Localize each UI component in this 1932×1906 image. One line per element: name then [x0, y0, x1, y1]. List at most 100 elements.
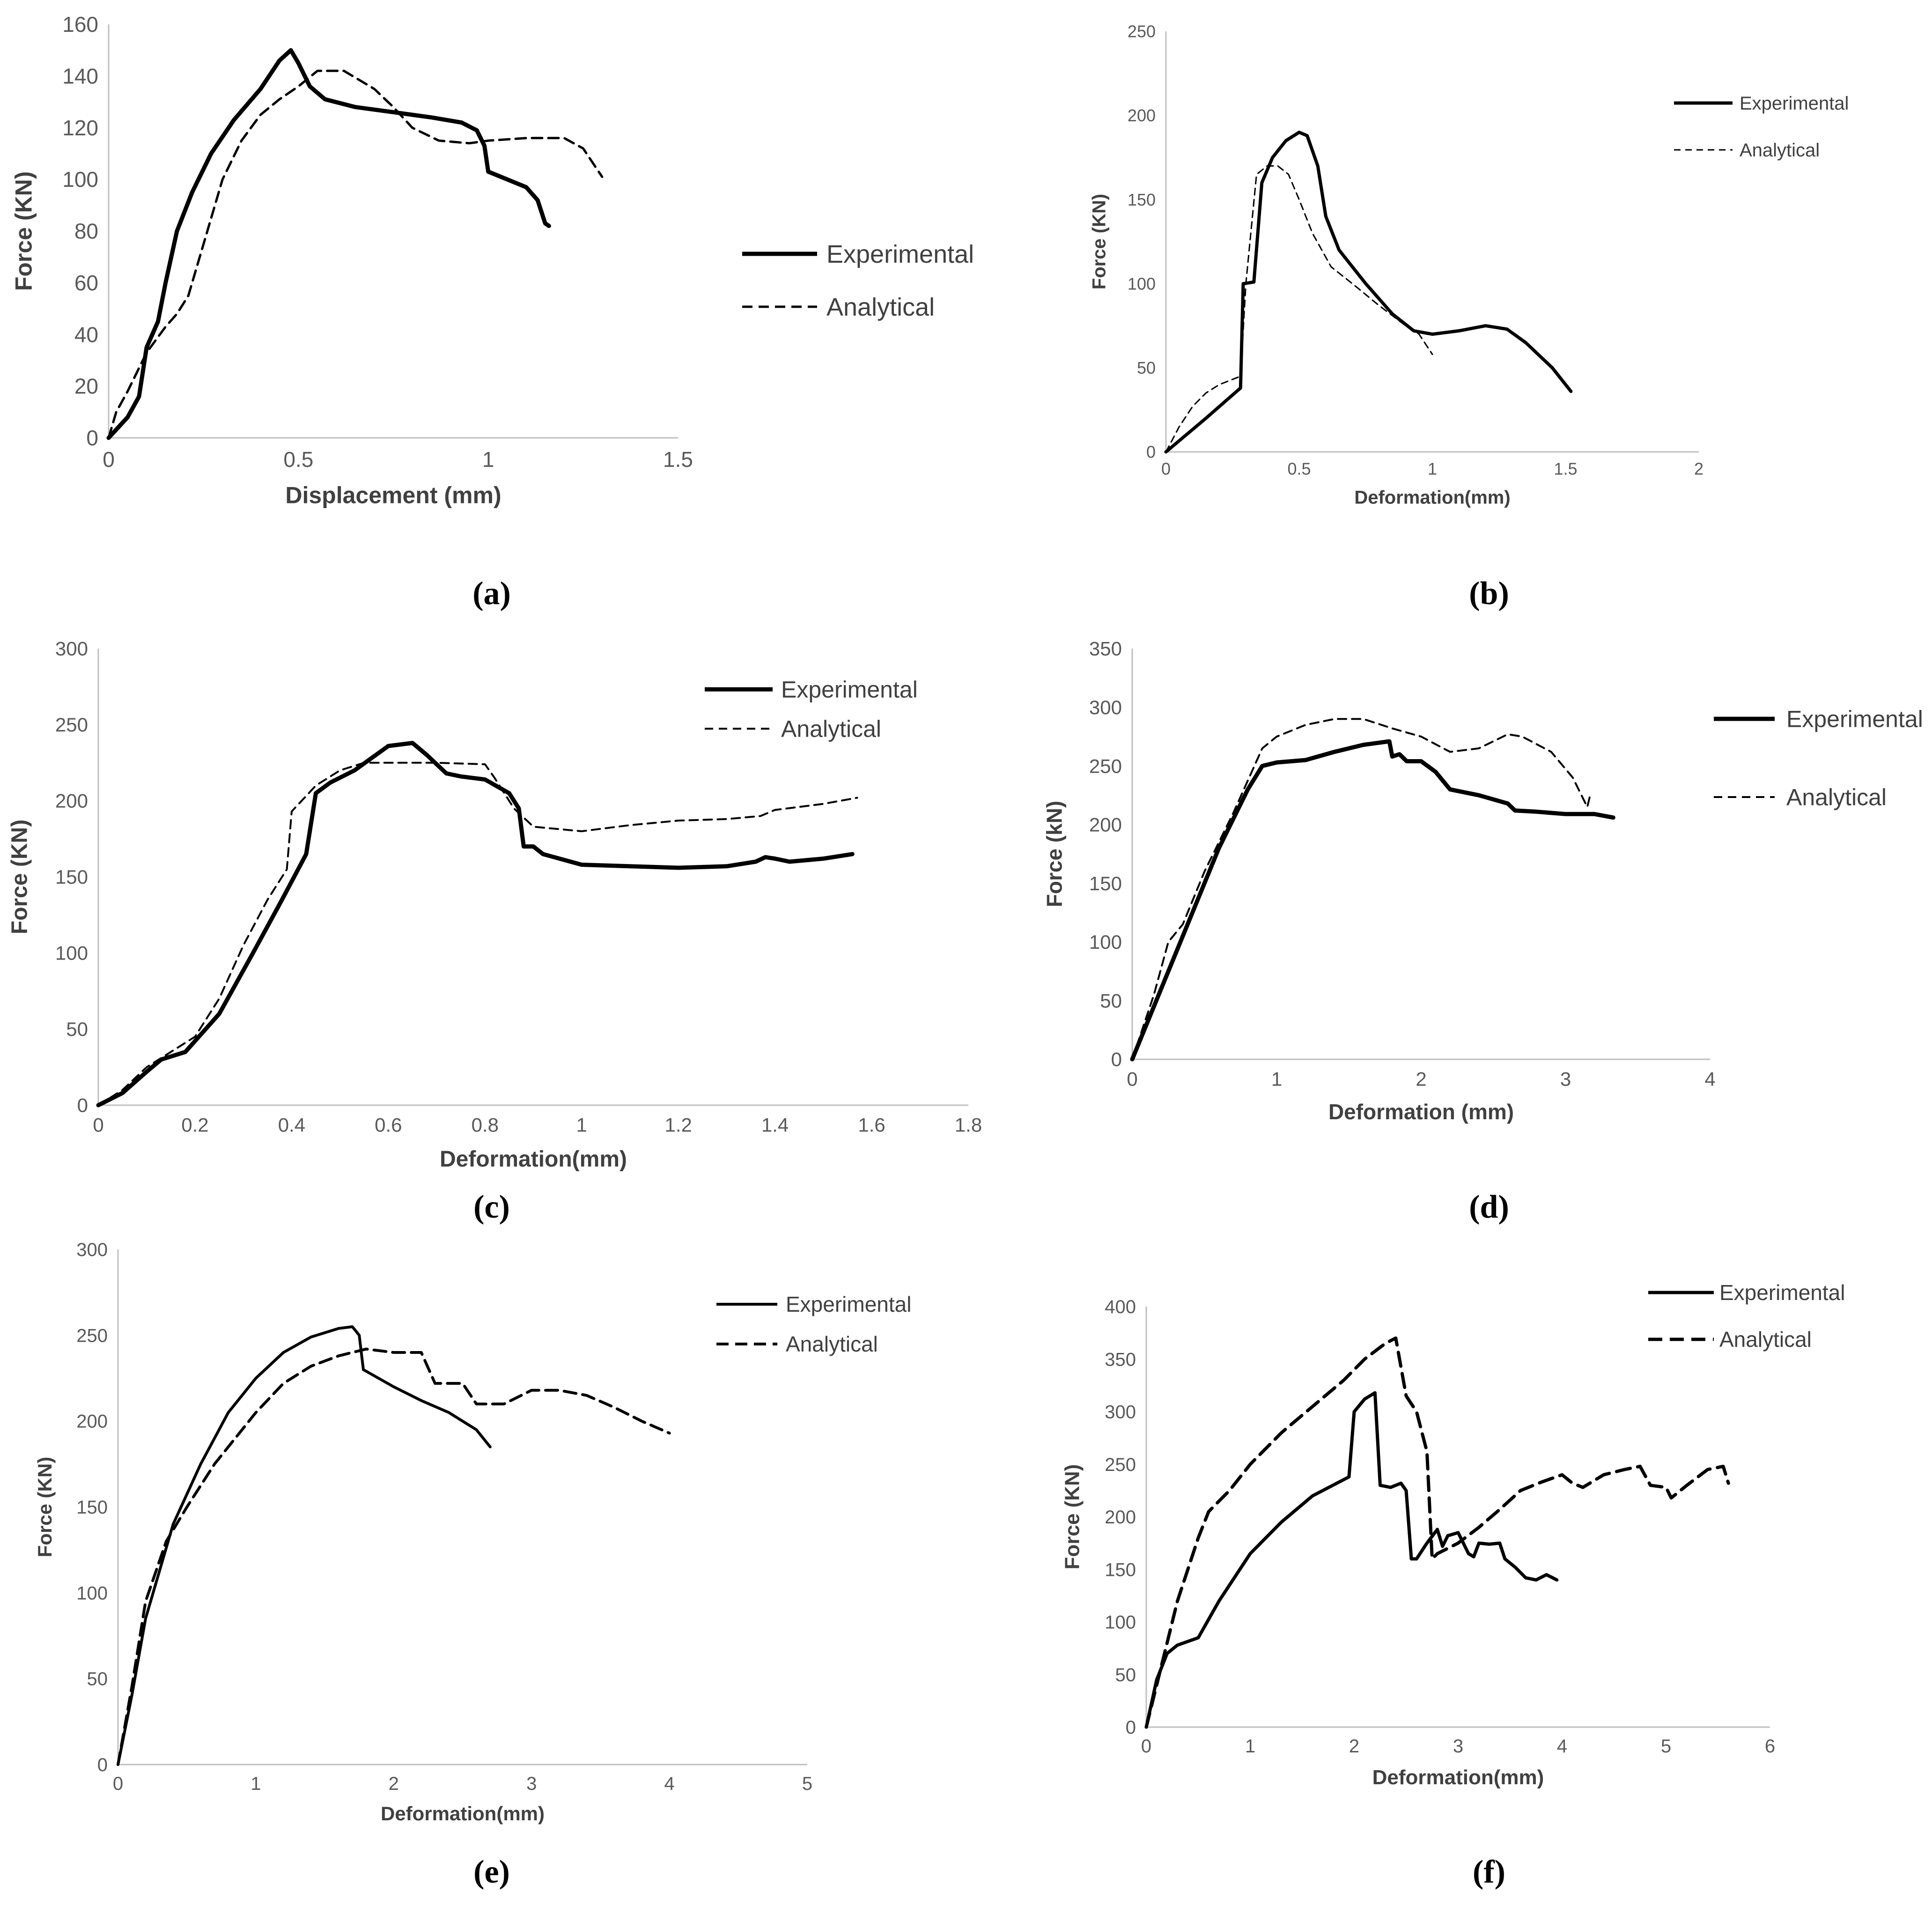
- chart-panels: 0 0.5 1 1.5020406080100120140160Displacemen…: [7, 12, 1923, 1890]
- experimental-series-line: [96, 741, 855, 1108]
- y-tick-label: 350: [1105, 1349, 1136, 1370]
- x-tick-label: 4: [1704, 1068, 1715, 1090]
- y-tick-label: 250: [1105, 1455, 1136, 1475]
- y-tick-label: 150: [76, 1497, 108, 1518]
- x-tick-label: 4: [1557, 1736, 1567, 1757]
- x-tick-label: 0: [103, 447, 115, 472]
- legend-label: Experimental: [786, 1292, 911, 1316]
- panel-label: (e): [473, 1854, 510, 1890]
- y-tick-label: 100: [76, 1583, 108, 1603]
- y-tick-label: 300: [1105, 1402, 1136, 1423]
- panel-label: (b): [1469, 576, 1509, 612]
- y-tick-label: 300: [1089, 696, 1122, 718]
- y-tick-label: 0: [1126, 1717, 1136, 1738]
- chart-panel-6: 0 1 2 3 4 5 6 0 50 100 150 200 250 300 350 400 Deformati…: [1061, 1280, 1845, 1890]
- x-tick-label: 2: [1416, 1068, 1426, 1090]
- x-axis-title: Deformation(mm): [381, 1803, 545, 1825]
- y-tick-label: 20: [74, 374, 98, 399]
- x-tick-label: 1: [1271, 1068, 1282, 1090]
- y-tick-label: 200: [55, 790, 88, 812]
- x-tick-label: 0.6: [375, 1114, 402, 1136]
- x-axis-title: Deformation(mm): [440, 1147, 627, 1172]
- y-axis-title: Force (KN): [10, 171, 37, 291]
- panel-label: (c): [473, 1189, 510, 1225]
- x-axis-title: Deformation(mm): [1372, 1766, 1544, 1789]
- x-tick-label: 0.5: [1287, 459, 1311, 479]
- chart-panel-4: 0 1 2 3 4 0 50 100 150 200 250 300 350 Deformation (m…: [1042, 638, 1923, 1225]
- y-tick-label: 0: [1111, 1049, 1122, 1071]
- legend-label: Analytical: [786, 1332, 878, 1356]
- y-tick-label: 250: [55, 714, 88, 736]
- panel-label: (d): [1469, 1189, 1509, 1225]
- y-tick-label: 0: [77, 1094, 88, 1116]
- y-axis-title: Force (kN): [1042, 801, 1066, 907]
- y-tick-label: 150: [55, 866, 88, 888]
- y-tick-label: 200: [1089, 814, 1122, 836]
- analytical-series-line: [107, 69, 604, 439]
- y-tick-label: 50: [1100, 990, 1122, 1012]
- x-tick-label: 3: [526, 1773, 537, 1794]
- y-tick-label: 150: [1105, 1559, 1136, 1580]
- y-tick-label: 300: [76, 1240, 108, 1260]
- y-axis-title: Force (KN): [34, 1457, 56, 1558]
- legend-label: Experimental: [781, 677, 918, 703]
- y-tick-label: 150: [1089, 872, 1122, 894]
- x-axis-title: Deformation (mm): [1328, 1100, 1514, 1124]
- x-tick-label: 1: [576, 1114, 587, 1136]
- chart-panel-5: 0 1 2 3 4 5050100150200250300Deformation(mm)F…: [34, 1240, 911, 1890]
- x-tick-label: 1.2: [664, 1114, 692, 1136]
- analytical-series-line: [117, 1347, 671, 1766]
- x-tick-label: 0: [1127, 1068, 1137, 1090]
- x-axis-title: Displacement (mm): [285, 482, 501, 509]
- x-tick-label: 1: [1428, 459, 1437, 479]
- panel-label: (a): [472, 576, 511, 612]
- x-tick-label: 3: [1453, 1736, 1463, 1757]
- y-tick-label: 140: [62, 64, 98, 88]
- y-tick-label: 150: [1128, 190, 1156, 209]
- chart-panel-1: 0 0.5 1 1.5 0 20 40 60 80 100 120 140 160 Displacemen…: [10, 12, 974, 612]
- x-tick-label: 4: [664, 1773, 674, 1794]
- y-tick-label: 50: [1137, 358, 1156, 377]
- x-tick-label: 0.8: [472, 1114, 499, 1136]
- y-tick-label: 120: [62, 116, 98, 140]
- analytical-series-line: [1165, 165, 1433, 453]
- x-tick-label: 1.4: [761, 1114, 789, 1136]
- x-tick-label: 5: [802, 1773, 812, 1794]
- y-tick-label: 50: [87, 1669, 108, 1690]
- y-tick-label: 100: [62, 167, 98, 192]
- x-tick-label: 6: [1765, 1736, 1775, 1757]
- x-tick-label: 2: [1694, 459, 1703, 479]
- legend-label: Experimental: [1786, 706, 1923, 732]
- y-axis-title: Force (KN): [7, 820, 32, 934]
- y-tick-label: 400: [1105, 1297, 1136, 1317]
- y-tick-label: 0: [1146, 443, 1156, 462]
- y-tick-label: 0: [97, 1755, 108, 1775]
- x-tick-label: 0.2: [181, 1114, 208, 1136]
- analytical-series-line: [1144, 1336, 1730, 1729]
- y-tick-label: 300: [55, 638, 88, 660]
- y-tick-label: 50: [66, 1018, 88, 1040]
- chart-panel-3: 0 0.2 0.4 0.6 0.8 1 1.2 1.4 1.6 1.8 0 50 100 150 200 25…: [7, 638, 982, 1225]
- y-tick-label: 80: [74, 219, 98, 244]
- x-tick-label: 0.4: [278, 1114, 305, 1136]
- experimental-series-line: [1130, 739, 1615, 1062]
- y-tick-label: 60: [74, 271, 98, 295]
- y-tick-label: 50: [1115, 1665, 1136, 1685]
- analytical-series-line: [1131, 718, 1591, 1060]
- legend-label: Analytical: [1786, 784, 1887, 811]
- y-tick-label: 100: [1128, 274, 1156, 293]
- x-tick-label: 5: [1661, 1736, 1671, 1757]
- y-tick-label: 100: [55, 942, 88, 964]
- y-tick-label: 40: [74, 322, 98, 347]
- y-tick-label: 350: [1089, 638, 1122, 660]
- legend-label: Experimental: [1740, 93, 1849, 114]
- y-tick-label: 100: [1089, 931, 1122, 953]
- chart-panel-2: 0 0.5 1 1.5 2 0 50 100 150 200 250 Deformation(mm) F…: [1089, 22, 1849, 612]
- x-tick-label: 1: [482, 447, 494, 472]
- x-tick-label: 1.8: [955, 1114, 982, 1136]
- experimental-series-line: [1164, 131, 1573, 454]
- x-tick-label: 0.5: [283, 447, 313, 472]
- x-tick-label: 2: [1349, 1736, 1359, 1757]
- y-tick-label: 0: [86, 426, 98, 450]
